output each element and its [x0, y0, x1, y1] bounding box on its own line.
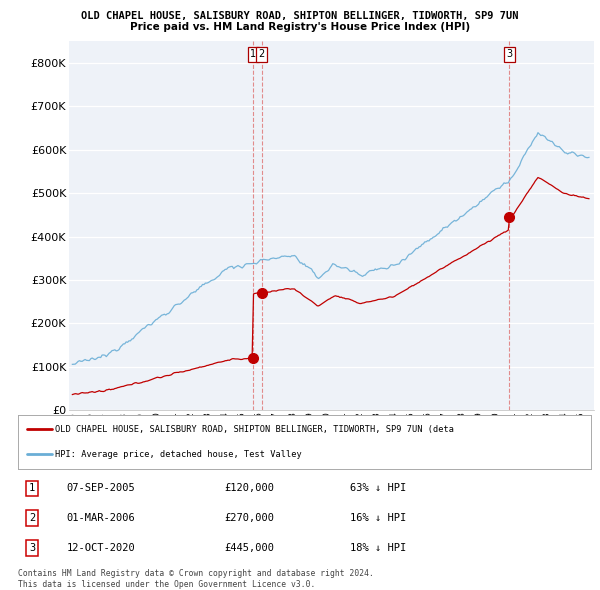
Text: 63% ↓ HPI: 63% ↓ HPI — [350, 483, 407, 493]
Text: 07-SEP-2005: 07-SEP-2005 — [67, 483, 136, 493]
Text: 1: 1 — [29, 483, 35, 493]
Text: 1: 1 — [250, 50, 256, 60]
Text: 3: 3 — [506, 50, 512, 60]
Text: 12-OCT-2020: 12-OCT-2020 — [67, 543, 136, 553]
Text: 3: 3 — [29, 543, 35, 553]
Text: OLD CHAPEL HOUSE, SALISBURY ROAD, SHIPTON BELLINGER, TIDWORTH, SP9 7UN (deta: OLD CHAPEL HOUSE, SALISBURY ROAD, SHIPTO… — [55, 425, 454, 434]
Text: 01-MAR-2006: 01-MAR-2006 — [67, 513, 136, 523]
Text: £270,000: £270,000 — [224, 513, 274, 523]
Text: 16% ↓ HPI: 16% ↓ HPI — [350, 513, 407, 523]
Text: Contains HM Land Registry data © Crown copyright and database right 2024.
This d: Contains HM Land Registry data © Crown c… — [18, 569, 374, 589]
Text: Price paid vs. HM Land Registry's House Price Index (HPI): Price paid vs. HM Land Registry's House … — [130, 22, 470, 32]
Text: HPI: Average price, detached house, Test Valley: HPI: Average price, detached house, Test… — [55, 450, 302, 459]
Text: £445,000: £445,000 — [224, 543, 274, 553]
Text: £120,000: £120,000 — [224, 483, 274, 493]
Text: 18% ↓ HPI: 18% ↓ HPI — [350, 543, 407, 553]
Text: 2: 2 — [259, 50, 265, 60]
Text: OLD CHAPEL HOUSE, SALISBURY ROAD, SHIPTON BELLINGER, TIDWORTH, SP9 7UN: OLD CHAPEL HOUSE, SALISBURY ROAD, SHIPTO… — [81, 11, 519, 21]
Text: 2: 2 — [29, 513, 35, 523]
